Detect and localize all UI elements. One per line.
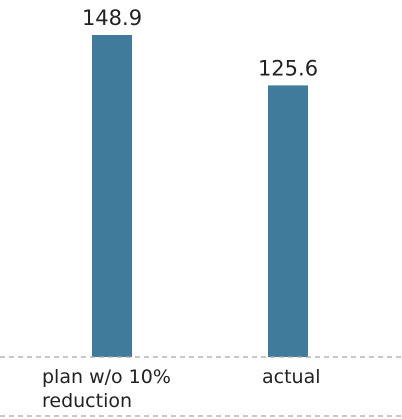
bar-value-label-1: 125.6 (258, 56, 318, 80)
bar-0 (92, 35, 132, 357)
bars-layer (92, 35, 308, 357)
bar-1 (268, 85, 308, 357)
category-labels-layer: plan w/o 10% reduction actual (42, 366, 321, 412)
category-label-1: actual (262, 366, 321, 388)
labels-layer: 148.9 125.6 (82, 6, 318, 80)
category-label-0: plan w/o 10% reduction (42, 366, 171, 412)
bar-value-label-0: 148.9 (82, 6, 142, 30)
